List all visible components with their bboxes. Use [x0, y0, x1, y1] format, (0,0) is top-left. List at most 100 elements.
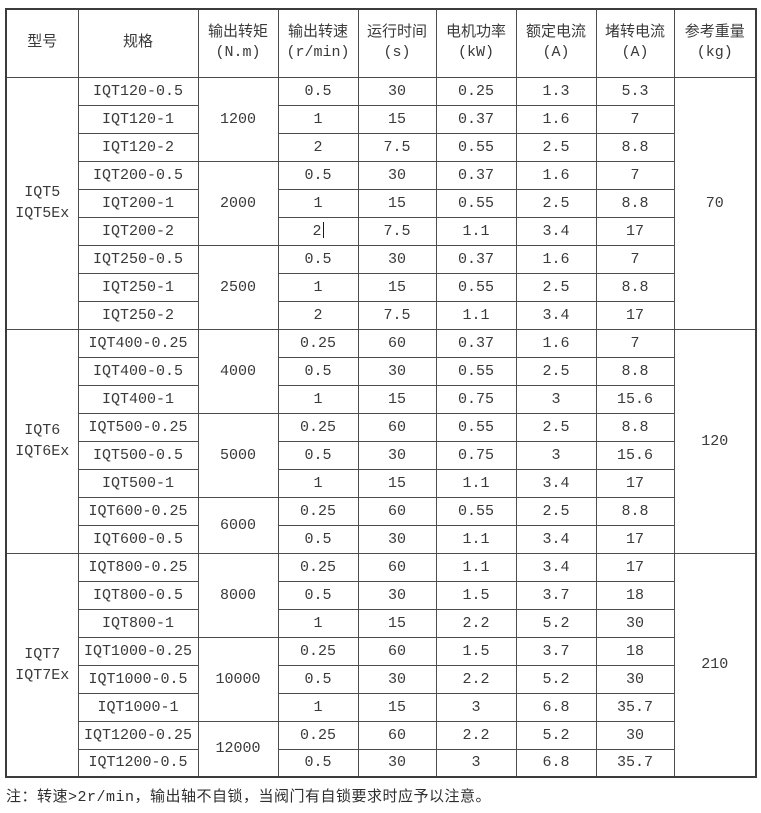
column-title: 型号: [27, 34, 58, 52]
weight-cell: 210: [673, 552, 757, 778]
stall-current-cell: 30: [595, 664, 675, 694]
rated-current-cell: 3: [515, 440, 597, 470]
spec-cell: IQT1000-1: [77, 692, 199, 722]
rated-current-cell: 1.6: [515, 160, 597, 190]
power-cell: 1.1: [435, 216, 517, 246]
column-header-2: 输出转矩 (N.m): [197, 8, 279, 78]
speed-cell: 0.25: [277, 720, 359, 750]
stall-current-cell: 8.8: [595, 356, 675, 386]
spec-cell: IQT600-0.25: [77, 496, 199, 526]
column-unit: (N.m): [215, 44, 261, 62]
speed-cell: 0.5: [277, 580, 359, 610]
table-row: IQT7 IQT7Ex IQT800-0.25 8000 0.25 60 1.1 3.4 17 2…: [5, 552, 757, 778]
rated-current-cell: 3.7: [515, 580, 597, 610]
power-cell: 3: [435, 692, 517, 722]
spec-cell: IQT800-1: [77, 608, 199, 638]
rated-current-cell: 2.5: [515, 356, 597, 386]
time-cell: 60: [357, 636, 437, 666]
stall-current-cell: 17: [595, 552, 675, 582]
stall-current-cell: 8.8: [595, 188, 675, 218]
column-title: 运行时间: [366, 24, 427, 42]
time-cell: 15: [357, 188, 437, 218]
speed-cell: 1: [277, 468, 359, 498]
speed-cell: 0.5: [277, 664, 359, 694]
torque-cell: 6000: [197, 496, 279, 554]
stall-current-cell: 15.6: [595, 384, 675, 414]
speed-cell: 1: [277, 608, 359, 638]
model-cell: IQT6 IQT6Ex: [5, 328, 79, 554]
power-cell: 0.55: [435, 188, 517, 218]
power-cell: 1.1: [435, 552, 517, 582]
table-header: 型号 规格 输出转矩 (N.m) 输出转速 (r/min) 运行时间 (s) 电机功率 (kW) 额…: [5, 8, 757, 78]
column-unit: (kg): [696, 44, 733, 62]
stall-current-cell: 18: [595, 580, 675, 610]
table-row: IQT200-0.5 2000 0.5 30 0.37 1.6 7: [6, 160, 756, 246]
spec-cell: IQT200-2: [77, 216, 199, 246]
rated-current-cell: 5.2: [515, 664, 597, 694]
rated-current-cell: 3.4: [515, 552, 597, 582]
column-title: 输出转矩: [207, 24, 268, 42]
spec-cell: IQT400-0.5: [77, 356, 199, 386]
stall-current-cell: 7: [595, 104, 675, 134]
spec-cell: IQT500-0.25: [77, 412, 199, 442]
spec-cell: IQT250-1: [77, 272, 199, 302]
speed-cell: 0.5: [277, 748, 359, 778]
speed-cell: 0.25: [277, 328, 359, 358]
weight-cell: 120: [673, 328, 757, 554]
spec-cell: IQT400-1: [77, 384, 199, 414]
column-unit: (kW): [457, 44, 494, 62]
spec-cell: IQT500-1: [77, 468, 199, 498]
table-row: IQT800-1 1 15 2.2 5.2 30: [6, 608, 756, 638]
rated-current-cell: 2.5: [515, 132, 597, 162]
speed-cell: 2: [277, 300, 359, 330]
rated-current-cell: 1.3: [515, 76, 597, 106]
column-header-5: 电机功率 (kW): [435, 8, 517, 78]
speed-cell: 0.25: [277, 552, 359, 582]
power-cell: 2.2: [435, 720, 517, 750]
time-cell: 15: [357, 692, 437, 722]
spec-cell: IQT800-0.25: [77, 552, 199, 582]
header-row: 型号 规格 输出转矩 (N.m) 输出转速 (r/min) 运行时间 (s) 电机功率 (kW) 额…: [5, 8, 757, 78]
table-row: IQT400-1 1 15 0.75 3 15.6: [6, 384, 756, 414]
torque-cell: 10000: [197, 636, 279, 722]
column-header-0: 型号: [5, 8, 79, 78]
column-unit: (s): [383, 44, 411, 62]
column-unit: (A): [621, 44, 649, 62]
speed-cell: 2: [277, 216, 359, 246]
model-cell: IQT7 IQT7Ex: [5, 552, 79, 778]
spec-cell: IQT1200-0.5: [77, 748, 199, 778]
spec-cell: IQT500-0.5: [77, 440, 199, 470]
rated-current-cell: 3.7: [515, 636, 597, 666]
torque-cell: 1200: [197, 76, 279, 162]
spec-cell: IQT120-1: [77, 104, 199, 134]
time-cell: 15: [357, 384, 437, 414]
table-row: IQT200-2 2 7.5 1.1 3.4 17: [6, 216, 756, 246]
power-cell: 0.75: [435, 384, 517, 414]
time-cell: 30: [357, 76, 437, 106]
table-row: IQT500-1 1 15 1.1 3.4 17: [6, 468, 756, 498]
spec-cell: IQT120-0.5: [77, 76, 199, 106]
power-cell: 0.55: [435, 132, 517, 162]
power-cell: 0.55: [435, 356, 517, 386]
power-cell: 0.25: [435, 76, 517, 106]
model-name: IQT5Ex: [15, 205, 70, 222]
power-cell: 0.55: [435, 496, 517, 526]
spec-cell: IQT250-2: [77, 300, 199, 330]
spec-cell: IQT1000-0.5: [77, 664, 199, 694]
rated-current-cell: 2.5: [515, 496, 597, 526]
column-unit: (r/min): [286, 44, 350, 62]
table-body: IQT5 IQT5Ex IQT120-0.5 1200 0.5 30 0.25 1.3 5.3 7…: [5, 76, 757, 778]
stall-current-cell: 17: [595, 524, 675, 554]
stall-current-cell: 8.8: [595, 412, 675, 442]
table-row: IQT250-1 1 15 0.55 2.5 8.8: [6, 272, 756, 302]
speed-cell: 1: [277, 104, 359, 134]
power-cell: 0.55: [435, 272, 517, 302]
time-cell: 7.5: [357, 132, 437, 162]
speed-cell: 0.5: [277, 244, 359, 274]
spec-cell: IQT200-1: [77, 188, 199, 218]
power-cell: 0.55: [435, 412, 517, 442]
stall-current-cell: 7: [595, 160, 675, 190]
model-name: IQT6Ex: [15, 443, 70, 460]
power-cell: 2.2: [435, 664, 517, 694]
speed-cell: 1: [277, 272, 359, 302]
